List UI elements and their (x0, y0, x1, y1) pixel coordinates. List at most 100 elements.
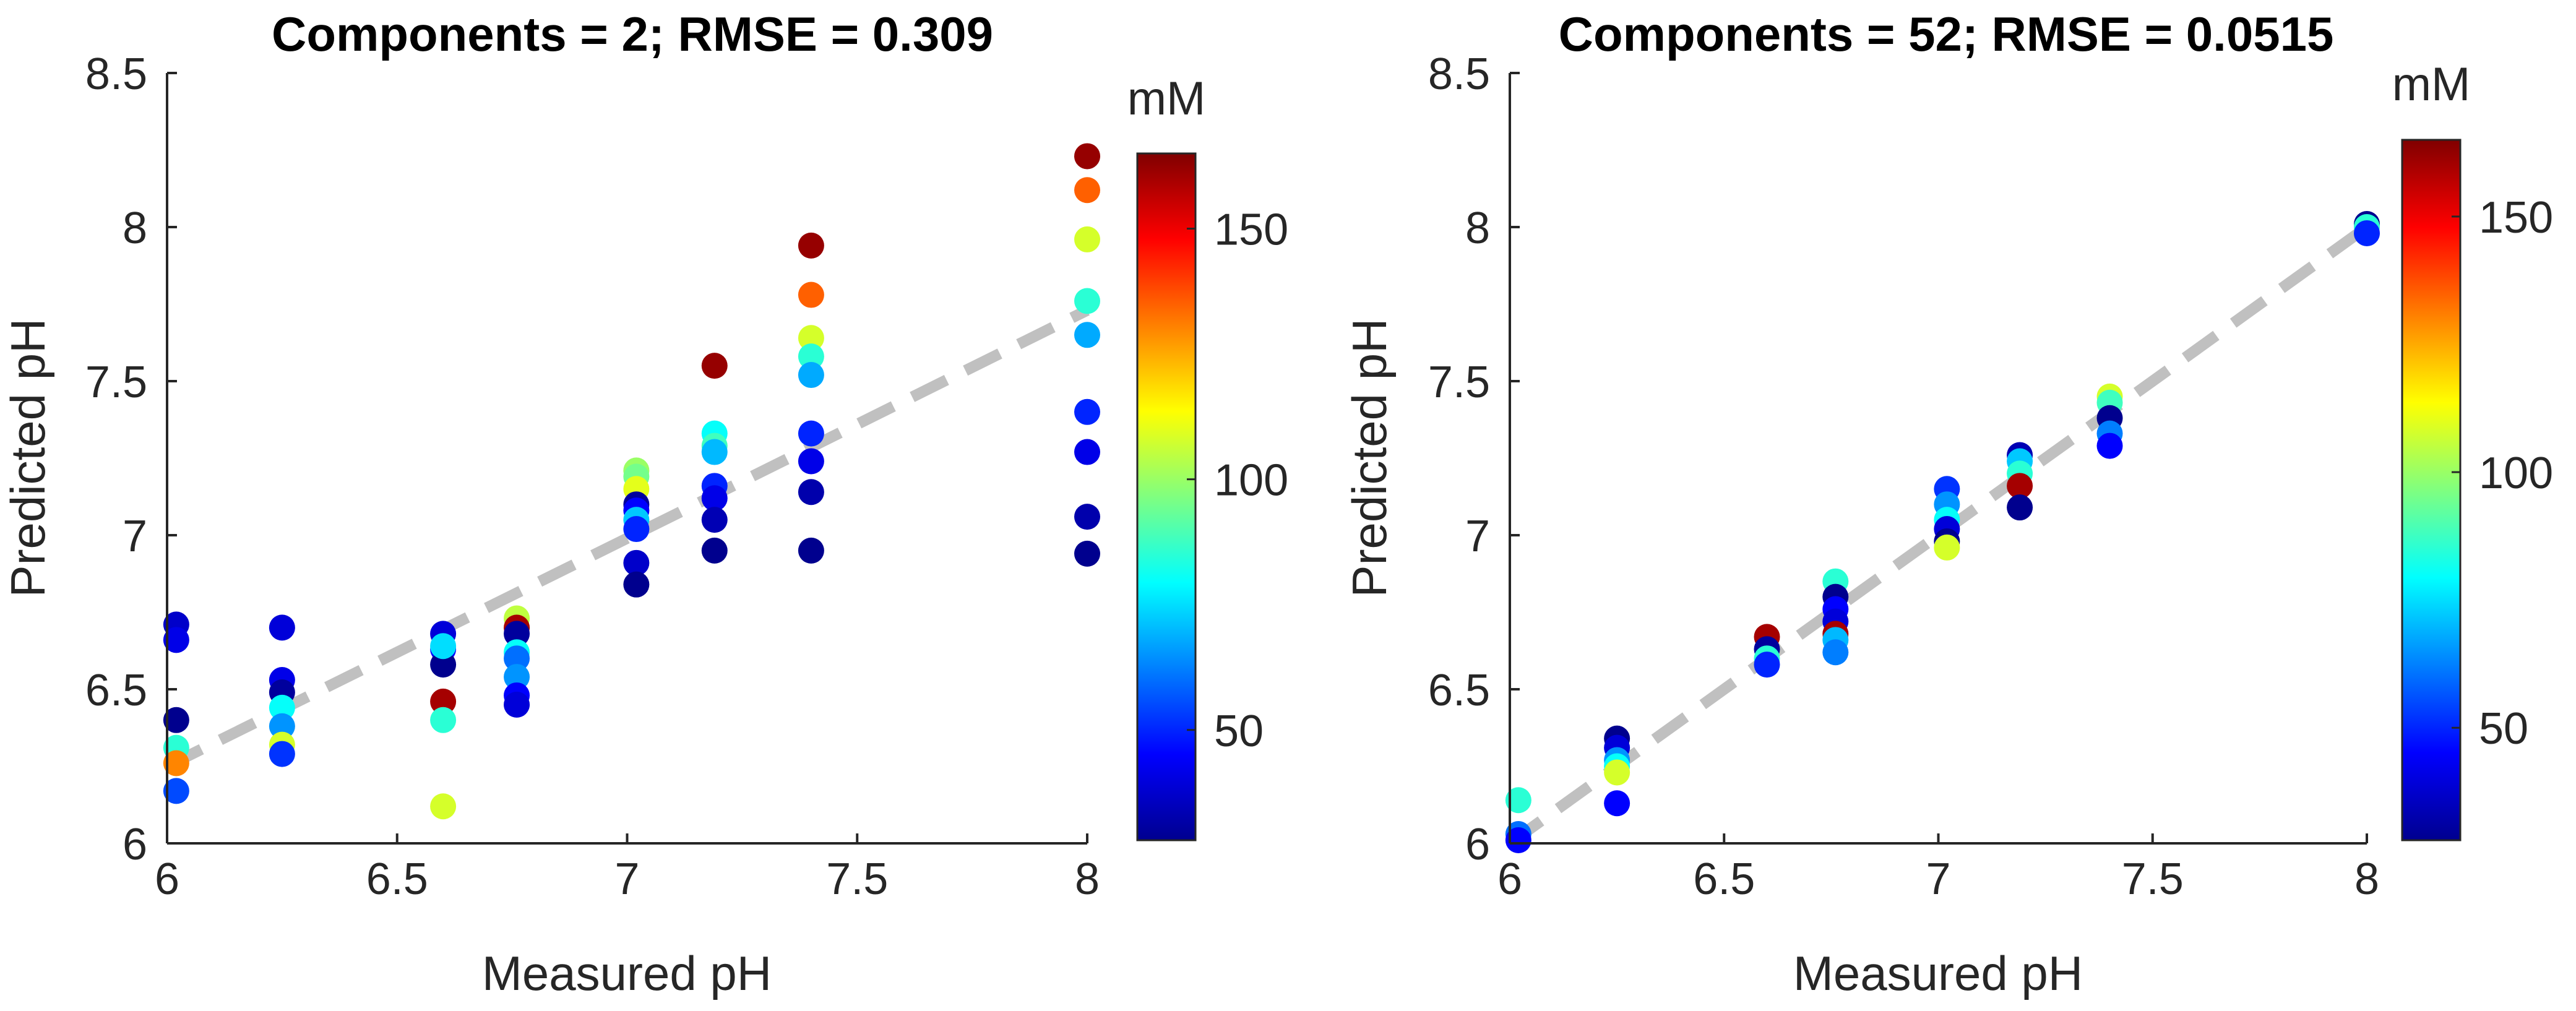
right-y-tick-label: 7 (1465, 512, 1490, 561)
left-y-tick-label: 6 (123, 820, 147, 869)
right-y-ticks: 6 6.5 7 7.5 8 8.5 (1428, 49, 1520, 869)
left-scatter-point (1074, 288, 1100, 314)
left-scatter-point (701, 507, 728, 533)
left-colorbar-label: mM (1127, 72, 1206, 125)
left-scatter-point (1074, 504, 1100, 530)
right-x-tick-label: 6.5 (1693, 854, 1755, 904)
right-colorbar-tick-label: 50 (2479, 704, 2528, 754)
left-scatter-point (269, 614, 295, 641)
left-scatter-point (430, 633, 457, 660)
left-panel: Components = 2; RMSE = 0.309 6 6.5 7 7.5 8 6… (1, 7, 1288, 1000)
left-scatter-point (1074, 540, 1100, 567)
left-y-tick-label: 7.5 (85, 358, 147, 407)
right-colorbar-gradient (2401, 139, 2462, 841)
left-scatter-point (430, 707, 457, 733)
left-y-tick-label: 6.5 (85, 666, 147, 715)
left-colorbar: 50 100 150 mM (1127, 72, 1288, 841)
left-colorbar-ticks: 50 100 150 (1187, 205, 1288, 756)
right-x-tick-label: 7.5 (2122, 854, 2184, 904)
left-scatter-point (798, 325, 824, 351)
right-colorbar: 50 100 150 mM (2392, 58, 2553, 841)
left-scatter-point (798, 343, 824, 370)
left-y-tick-label: 8.5 (85, 49, 147, 99)
left-scatter-point (623, 571, 650, 598)
right-colorbar-ticks: 50 100 150 (2452, 193, 2553, 754)
left-scatter-point (430, 793, 457, 820)
left-scatter-point (798, 420, 824, 447)
right-plot-area: 6 6.5 7 7.5 8 6 6.5 7 7.5 8 8.5 (1428, 49, 2380, 904)
right-y-tick-label: 8 (1465, 204, 1490, 253)
left-scatter-point (269, 713, 295, 739)
left-scatter-point (798, 282, 824, 308)
left-scatter-point (623, 549, 650, 576)
left-colorbar-gradient (1136, 152, 1197, 841)
left-scatter-point (1074, 143, 1100, 170)
left-scatter-point (269, 741, 295, 767)
right-colorbar-tick-label: 150 (2479, 193, 2553, 243)
left-scatter-point (701, 439, 728, 465)
right-data-layer (1505, 211, 2380, 854)
right-scatter-point (2007, 473, 2033, 499)
right-scatter-point (1934, 534, 1960, 561)
right-axes-box (1510, 73, 2367, 843)
left-x-tick-label: 6 (155, 854, 179, 904)
left-scatter-point (701, 537, 728, 564)
right-x-tick-label: 7 (1926, 854, 1950, 904)
right-y-tick-label: 8.5 (1428, 49, 1490, 99)
left-colorbar-tick-label: 100 (1214, 456, 1288, 506)
left-x-tick-label: 7 (614, 854, 639, 904)
left-scatter-point (430, 688, 457, 715)
right-scatter-point (1604, 759, 1630, 786)
left-scatter-point (701, 353, 728, 379)
right-y-tick-label: 7.5 (1428, 358, 1490, 407)
left-axes-box (167, 73, 1087, 843)
right-colorbar-label: mM (2392, 58, 2471, 111)
left-x-tick-label: 7.5 (826, 854, 888, 904)
left-scatter-point (798, 448, 824, 475)
left-scatter-point (269, 694, 295, 721)
left-scatter-point (1074, 226, 1100, 252)
left-scatter-point (430, 652, 457, 678)
left-reference-line (165, 305, 1090, 772)
left-y-axis-label: Predicted pH (1, 319, 55, 598)
right-scatter-point (1822, 639, 1849, 666)
right-scatter-point (1505, 787, 1531, 814)
right-x-tick-label: 8 (2354, 854, 2379, 904)
left-scatter-point (1074, 322, 1100, 348)
left-scatter-point (163, 707, 189, 733)
left-scatter-point (623, 516, 650, 543)
left-scatter-point (701, 485, 728, 512)
right-chart-title: Components = 52; RMSE = 0.0515 (1559, 7, 2334, 61)
right-scatter-point (1604, 790, 1630, 817)
left-plot-area: 6 6.5 7 7.5 8 6 6.5 7 7.5 8 8.5 (85, 49, 1100, 904)
left-scatter-point (1074, 439, 1100, 465)
left-scatter-point (163, 750, 189, 777)
left-x-tick-label: 8 (1075, 854, 1100, 904)
right-y-tick-label: 6 (1465, 820, 1490, 869)
left-scatter-point (1074, 177, 1100, 204)
left-scatter-point (163, 627, 189, 653)
left-scatter-point (1074, 398, 1100, 425)
right-colorbar-tick-label: 100 (2479, 449, 2553, 498)
left-y-tick-label: 7 (123, 512, 147, 561)
right-scatter-point (1505, 827, 1531, 854)
right-x-ticks: 6 6.5 7 7.5 8 (1497, 833, 2379, 904)
left-scatter-point (798, 362, 824, 389)
left-scatter-point (163, 778, 189, 804)
right-x-axis-label: Measured pH (1793, 946, 2083, 1000)
right-y-tick-label: 6.5 (1428, 666, 1490, 715)
left-scatter-point (798, 479, 824, 506)
left-x-ticks: 6 6.5 7 7.5 8 (155, 833, 1100, 904)
left-scatter-point (798, 537, 824, 564)
right-scatter-point (2354, 220, 2380, 246)
left-data-layer (163, 143, 1100, 820)
left-scatter-point (798, 232, 824, 259)
left-chart-title: Components = 2; RMSE = 0.309 (272, 7, 993, 61)
right-x-tick-label: 6 (1497, 854, 1522, 904)
right-panel: Components = 52; RMSE = 0.0515 6 6.5 7 7.5 8… (1342, 7, 2553, 1000)
right-scatter-point (2096, 432, 2123, 459)
left-scatter-point (504, 691, 530, 718)
left-x-axis-label: Measured pH (482, 946, 772, 1000)
left-x-tick-label: 6.5 (366, 854, 428, 904)
